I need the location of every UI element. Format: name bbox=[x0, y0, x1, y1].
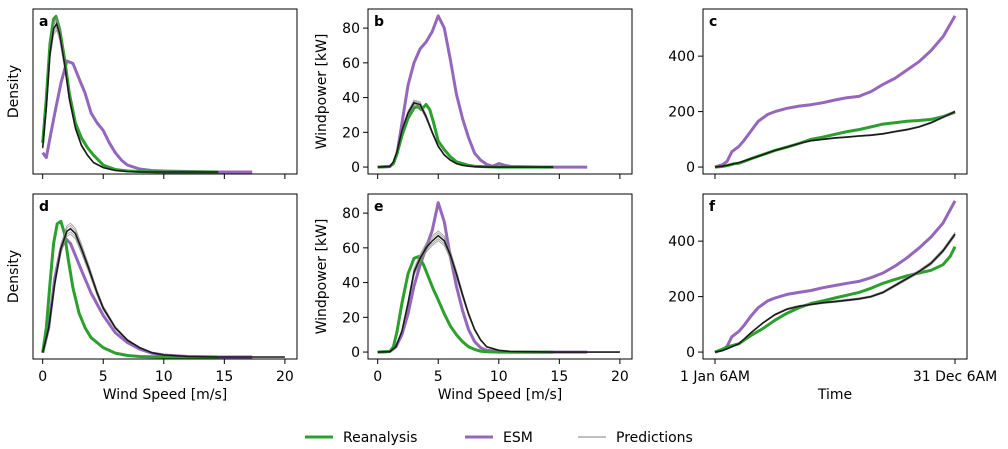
y-tick-label: 40 bbox=[342, 91, 360, 107]
series-line-predictions bbox=[377, 101, 554, 168]
axes-frame bbox=[32, 8, 298, 175]
panel-label: a bbox=[39, 14, 48, 30]
x-tick-label: 10 bbox=[490, 369, 508, 385]
x-tick-label: 20 bbox=[611, 369, 629, 385]
series-line-esm bbox=[714, 15, 957, 169]
x-tick-label: 0 bbox=[373, 369, 382, 385]
x-axis-label: Wind Speed [m/s] bbox=[438, 387, 563, 403]
y-tick-label: 400 bbox=[668, 49, 695, 65]
y-tick-label: 60 bbox=[342, 241, 360, 257]
x-tick-label: 10 bbox=[155, 369, 173, 385]
series-line-esm bbox=[377, 201, 588, 354]
x-axis-label: Time bbox=[817, 387, 852, 403]
series-line-esm bbox=[714, 200, 957, 354]
x-tick-label: 5 bbox=[434, 369, 443, 385]
x-tick-label: 0 bbox=[38, 369, 47, 385]
legend-label-esm: ESM bbox=[503, 430, 533, 446]
panel-e: 0 5 10 15 20 0 20 40 60 80 e Wind Speed [m/s] Windpo… bbox=[314, 193, 633, 403]
panel-d: 0 5 10 15 20 d Wind Speed [m/s] Density bbox=[6, 193, 298, 403]
y-tick-label: 20 bbox=[342, 310, 360, 326]
panel-label: e bbox=[374, 199, 384, 215]
y-axis-label: Density bbox=[6, 65, 22, 118]
y-tick-label: 200 bbox=[668, 105, 695, 121]
y-axis-label: Density bbox=[6, 250, 22, 303]
series-line-reanalysis bbox=[41, 219, 219, 359]
axes-frame bbox=[32, 193, 298, 360]
series-line-esm bbox=[377, 14, 588, 169]
series-line-predictions bbox=[714, 233, 956, 353]
y-tick-label: 80 bbox=[342, 21, 360, 37]
x-tick-label: 20 bbox=[276, 369, 294, 385]
x-tick-label: 5 bbox=[99, 369, 108, 385]
x-axis-label: Wind Speed [m/s] bbox=[103, 387, 228, 403]
y-tick-label: 40 bbox=[342, 276, 360, 292]
y-axis-label: Windpower [kW] bbox=[314, 219, 330, 335]
y-tick-label: 0 bbox=[351, 345, 360, 361]
y-tick-label: 80 bbox=[342, 206, 360, 222]
y-tick-label: 0 bbox=[686, 345, 695, 361]
panel-label: b bbox=[374, 14, 384, 30]
x-tick-label: 31 Dec 6AM bbox=[913, 369, 997, 385]
series-line-reanalysis bbox=[714, 246, 957, 354]
panel-label: c bbox=[709, 14, 717, 30]
x-tick-label: 15 bbox=[550, 369, 568, 385]
panel-label: f bbox=[709, 199, 716, 215]
legend: Reanalysis ESM Predictions bbox=[305, 430, 693, 446]
series-line-predictions-member-0 bbox=[42, 29, 219, 173]
legend-label-reanalysis: Reanalysis bbox=[343, 430, 417, 446]
y-tick-label: 0 bbox=[686, 160, 695, 176]
y-axis-label: Windpower [kW] bbox=[314, 34, 330, 150]
series-line-predictions-member-0 bbox=[42, 233, 285, 358]
x-tick-label: 15 bbox=[215, 369, 233, 385]
legend-label-predictions: Predictions bbox=[616, 430, 693, 446]
panel-a: a Density bbox=[6, 8, 298, 179]
series-line-predictions bbox=[41, 21, 219, 173]
series-line-predictions-member-1 bbox=[377, 237, 620, 353]
y-tick-label: 20 bbox=[342, 125, 360, 141]
y-tick-label: 0 bbox=[351, 160, 360, 176]
y-tick-label: 400 bbox=[668, 234, 695, 250]
panel-b: 0 20 40 60 80 b Windpower [kW] bbox=[314, 8, 633, 179]
panel-c: 0 200 400 c bbox=[668, 8, 968, 179]
y-tick-label: 200 bbox=[668, 290, 695, 306]
axes-frame bbox=[702, 8, 968, 175]
series-line-predictions bbox=[377, 234, 620, 353]
series-line-predictions bbox=[714, 110, 956, 168]
series-line-predictions-member-1 bbox=[42, 231, 285, 358]
axes-frame bbox=[367, 8, 633, 175]
axes-frame bbox=[367, 193, 633, 360]
panel-label: d bbox=[39, 199, 49, 215]
y-tick-label: 60 bbox=[342, 56, 360, 72]
series-line-reanalysis bbox=[377, 255, 554, 354]
x-tick-label: 1 Jan 6AM bbox=[680, 369, 750, 385]
panel-f: 1 Jan 6AM 31 Dec 6AM 0 200 400 f Time bbox=[668, 193, 997, 403]
axes-frame bbox=[702, 193, 968, 360]
series-line-predictions bbox=[41, 227, 285, 358]
